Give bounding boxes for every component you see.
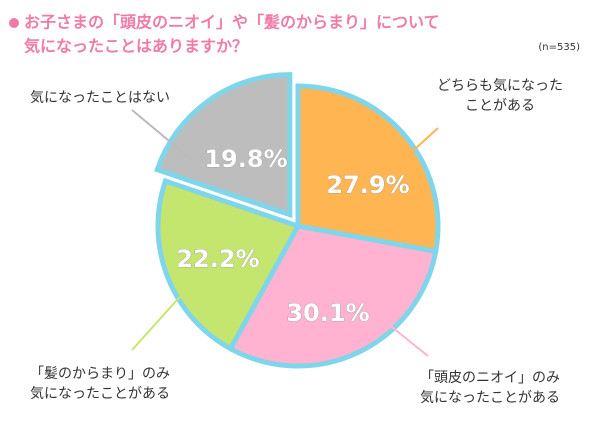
category-label: 気になったことがある	[420, 390, 560, 406]
leader-line	[377, 315, 429, 357]
category-label: ことがある	[465, 98, 535, 114]
category-label: 「髪のからまり」のみ	[30, 366, 170, 382]
chart-title: お子さまの「頭皮のニオイ」や「髪のからまり」について	[24, 13, 440, 32]
category-label: 「頭皮のニオイ」のみ	[420, 370, 560, 386]
slice-label: 30.1%	[286, 299, 369, 327]
category-label: 気になったことはない	[30, 90, 170, 106]
pie-slice	[155, 177, 302, 353]
category-label: 気になったことがある	[30, 386, 170, 402]
slice-label: 27.9%	[326, 171, 409, 199]
pie-slice	[227, 223, 439, 369]
chart-title: 気になったことはありますか？	[24, 37, 248, 56]
slice-label: 19.8%	[204, 145, 287, 173]
slice-label: 22.2%	[176, 245, 259, 273]
pie-slice	[154, 72, 293, 219]
leader-line	[131, 109, 193, 161]
pie-slice	[295, 83, 441, 255]
sample-size: (n=535)	[538, 42, 580, 53]
leader-line	[131, 289, 187, 351]
leader-line	[391, 127, 439, 171]
category-label: どちらも気になった	[437, 78, 563, 94]
title-bullet	[9, 18, 19, 28]
